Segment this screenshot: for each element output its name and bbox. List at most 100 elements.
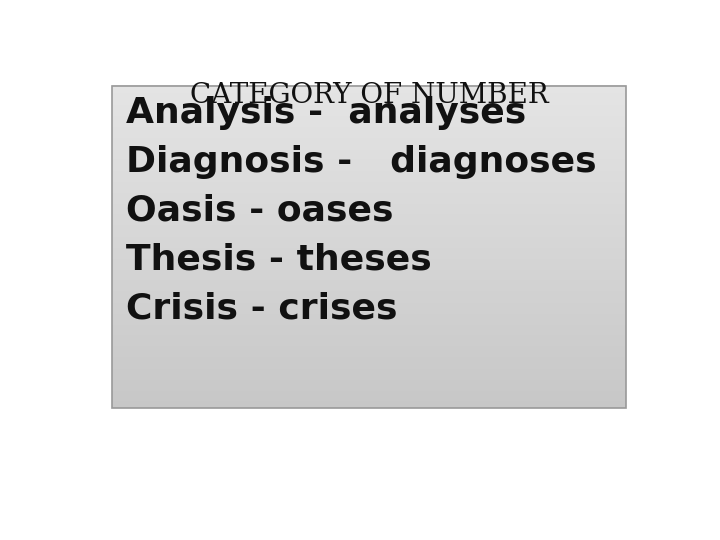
Bar	[112, 103, 626, 105]
Bar	[112, 133, 626, 136]
Bar	[112, 132, 626, 134]
Bar	[112, 256, 626, 258]
Bar	[112, 295, 626, 296]
Bar	[112, 93, 626, 95]
Bar	[112, 261, 626, 263]
Bar	[112, 233, 626, 235]
Bar	[112, 282, 626, 284]
Bar	[112, 224, 626, 226]
Bar	[112, 158, 626, 160]
Bar	[112, 124, 626, 126]
Bar	[112, 111, 626, 113]
Bar	[112, 309, 626, 311]
Bar	[112, 279, 626, 281]
Bar	[112, 209, 626, 211]
Bar	[112, 100, 626, 102]
Bar	[112, 290, 626, 292]
Bar	[112, 288, 626, 290]
Bar	[112, 228, 626, 231]
Bar	[112, 377, 626, 379]
Bar	[112, 348, 626, 350]
Bar	[112, 188, 626, 190]
Bar	[112, 353, 626, 355]
Bar	[112, 357, 626, 360]
Bar	[112, 345, 626, 347]
Bar	[112, 95, 626, 97]
Bar	[112, 382, 626, 383]
Bar	[112, 207, 626, 210]
Bar	[112, 174, 626, 176]
Bar	[112, 336, 626, 339]
Bar	[112, 272, 626, 274]
Bar	[112, 212, 626, 214]
Bar	[112, 120, 626, 123]
Bar	[112, 271, 626, 273]
Bar	[112, 406, 626, 408]
Bar	[112, 97, 626, 98]
Bar	[112, 220, 626, 222]
Bar	[112, 284, 626, 285]
Bar	[112, 349, 626, 352]
Bar	[112, 167, 626, 170]
Bar	[112, 251, 626, 253]
Bar	[112, 303, 626, 305]
Bar	[112, 190, 626, 192]
Bar	[112, 340, 626, 342]
Bar	[112, 241, 626, 244]
Bar	[112, 323, 626, 326]
Bar	[112, 400, 626, 401]
Bar	[112, 198, 626, 200]
Bar	[112, 274, 626, 276]
Bar	[112, 159, 626, 161]
Bar	[112, 300, 626, 301]
Bar	[112, 248, 626, 250]
Bar	[112, 105, 626, 106]
Bar	[112, 259, 626, 261]
Bar	[112, 235, 626, 237]
Bar	[112, 237, 626, 239]
Bar	[112, 364, 626, 366]
Bar	[112, 310, 626, 313]
Bar	[112, 305, 626, 306]
Bar	[112, 87, 626, 89]
Bar	[112, 230, 626, 232]
Bar	[112, 366, 626, 368]
Text: Thesis - theses: Thesis - theses	[126, 243, 432, 277]
Bar	[112, 148, 626, 150]
Bar	[112, 245, 626, 247]
Bar	[112, 182, 626, 184]
Bar	[112, 205, 626, 206]
Bar	[112, 125, 626, 127]
Bar	[112, 137, 626, 139]
Bar	[112, 287, 626, 288]
Bar	[112, 219, 626, 221]
Bar	[112, 195, 626, 197]
Bar	[112, 185, 626, 187]
Bar	[112, 351, 626, 353]
Text: Diagnosis -   diagnoses: Diagnosis - diagnoses	[126, 145, 597, 179]
Bar	[112, 385, 626, 387]
Bar	[112, 192, 626, 193]
Bar	[112, 301, 626, 303]
Bar	[112, 280, 626, 282]
Bar	[112, 119, 626, 121]
Bar	[112, 109, 626, 111]
Bar	[112, 187, 626, 188]
Bar	[112, 146, 626, 148]
Bar	[112, 383, 626, 385]
Bar	[112, 293, 626, 295]
Bar	[112, 367, 626, 369]
Bar	[112, 266, 626, 268]
Bar	[112, 335, 626, 337]
Bar	[112, 327, 626, 329]
Bar	[112, 232, 626, 234]
Bar	[112, 114, 626, 116]
Bar	[112, 138, 626, 140]
Text: Oasis - oases: Oasis - oases	[126, 194, 394, 228]
Bar	[112, 253, 626, 255]
Bar	[112, 396, 626, 398]
Bar	[112, 227, 626, 229]
Bar	[112, 201, 626, 203]
Bar	[112, 285, 626, 287]
Bar	[112, 172, 626, 174]
